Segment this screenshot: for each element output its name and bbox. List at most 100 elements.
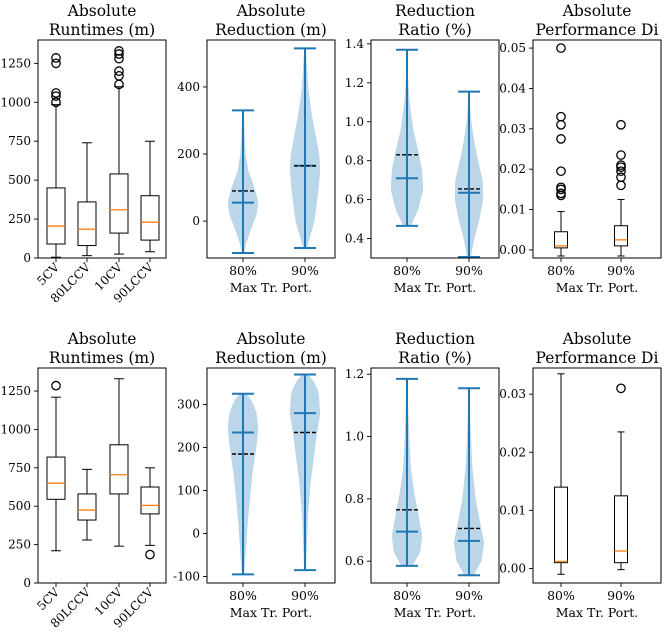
x-tick-label: 80% [547, 588, 575, 603]
x-tick-label: 80% [229, 588, 257, 603]
y-tick-label: 0 [192, 527, 200, 541]
x-tick-label: 90% [607, 263, 635, 278]
axes-frame [37, 367, 167, 584]
box-outlier [556, 188, 566, 199]
y-tick-label: 0.8 [345, 154, 364, 168]
y-tick-label: 0.04 [499, 81, 526, 95]
x-tick-label: 80% [393, 263, 421, 278]
y-tick-label: 1.2 [345, 76, 364, 90]
y-tick-label: 250 [8, 212, 31, 226]
box-outlier [616, 150, 626, 160]
y-tick-label: 0.02 [499, 162, 526, 176]
box-outlier [145, 549, 155, 560]
box-iqr [109, 173, 129, 234]
panel-title-line: Absolute [562, 2, 632, 20]
panel-title-line: Runtimes (m) [49, 21, 155, 39]
box-outlier [616, 383, 626, 394]
y-tick-label: 0 [192, 214, 200, 228]
box-outlier [556, 119, 566, 130]
x-tick-label: 90% [455, 588, 483, 603]
y-tick-label: 300 [177, 398, 200, 412]
panel-title-line: Performance Di [536, 349, 659, 367]
panel-title-line: Runtimes (m) [49, 349, 155, 367]
box-iqr [140, 486, 160, 515]
y-tick-label: 0.4 [345, 232, 364, 246]
y-tick-label: 1250 [0, 384, 31, 398]
y-tick-label: 0.01 [499, 203, 526, 217]
y-tick-label: 0.6 [345, 193, 364, 207]
y-tick-label: 0 [23, 251, 31, 265]
x-tick-label: 80% [547, 263, 575, 278]
x-axis-label: Max Tr. Port. [230, 605, 313, 620]
panel-title-line: Reduction (m) [215, 21, 327, 39]
y-tick-label: 0.6 [345, 554, 364, 568]
box-outlier [114, 70, 124, 81]
box-outlier [114, 46, 124, 56]
y-tick-label: 500 [8, 173, 31, 187]
box-iqr [614, 495, 628, 564]
x-axis-label: Max Tr. Port. [394, 605, 477, 620]
box-outlier [51, 91, 61, 101]
panel-title-line: Reduction [395, 330, 475, 348]
axes-frame [532, 367, 662, 584]
box-outlier [51, 58, 61, 69]
panel-title-line: Performance Di [536, 21, 659, 39]
panel-title-line: Reduction (m) [215, 349, 327, 367]
y-tick-label: 1.0 [345, 115, 364, 129]
x-axis-label: Max Tr. Port. [556, 280, 639, 295]
box-outlier [51, 380, 61, 391]
x-tick-label: 90% [291, 263, 319, 278]
panel-title-line: Absolute [562, 330, 632, 348]
y-tick-label: -100 [173, 570, 200, 584]
y-tick-label: 250 [8, 538, 31, 552]
box-outlier [616, 119, 626, 130]
axes-frame [206, 367, 336, 584]
axes-frame [532, 39, 662, 259]
y-tick-label: 0.03 [499, 122, 526, 136]
box-outlier [114, 66, 124, 76]
box-outlier [556, 111, 566, 122]
y-tick-label: 750 [8, 461, 31, 475]
panel-title-line: Ratio (%) [398, 349, 472, 367]
panel-title-line: Absolute [67, 2, 137, 20]
y-tick-label: 750 [8, 134, 31, 148]
y-tick-label: 1000 [0, 95, 31, 109]
box-iqr [77, 201, 97, 247]
y-tick-label: 1.2 [345, 367, 364, 381]
x-tick-label: 90% [607, 588, 635, 603]
box-iqr [77, 493, 97, 521]
box-outlier [51, 97, 61, 108]
y-tick-label: 1.4 [345, 37, 364, 51]
y-tick-label: 1000 [0, 422, 31, 436]
box-outlier [51, 88, 61, 98]
axes-frame [370, 367, 500, 584]
x-tick-label: 80% [393, 588, 421, 603]
box-iqr [554, 231, 568, 249]
box-outlier [556, 166, 566, 177]
y-tick-label: 0.01 [499, 503, 526, 517]
x-axis-label: Max Tr. Port. [556, 605, 639, 620]
axes-frame [206, 39, 336, 259]
box-outlier [616, 172, 626, 183]
y-tick-label: 100 [177, 484, 200, 498]
x-axis-label: Max Tr. Port. [394, 280, 477, 295]
panel-title-line: Reduction [395, 2, 475, 20]
box-iqr [614, 225, 628, 247]
box-iqr [46, 187, 66, 245]
y-tick-label: 0 [23, 576, 31, 590]
x-tick-label: 90% [291, 588, 319, 603]
y-tick-label: 0.8 [345, 492, 364, 506]
y-tick-label: 0.03 [499, 387, 526, 401]
box-outlier [556, 43, 566, 53]
axes-frame [37, 39, 167, 259]
x-tick-label: 90% [455, 263, 483, 278]
x-tick-label: 5CV [34, 260, 62, 288]
